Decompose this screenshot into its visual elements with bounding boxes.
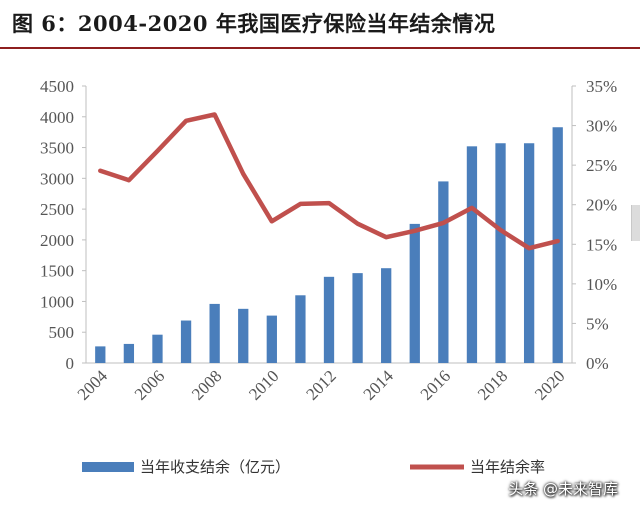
- left-tick-label: 500: [49, 323, 75, 342]
- bar-2014: [381, 268, 392, 363]
- line-point-2017: [471, 207, 473, 209]
- bar-2020: [552, 127, 563, 364]
- line-point-2020: [557, 240, 559, 242]
- bar-2018: [495, 143, 506, 363]
- line-point-2016: [442, 222, 444, 224]
- line-series: [98, 112, 560, 251]
- bar-2010: [266, 315, 277, 363]
- x-tick-label: 2020: [531, 366, 568, 403]
- left-tick-label: 2500: [40, 200, 74, 219]
- line-point-2019: [528, 247, 530, 249]
- legend-bar-label: 当年收支结余（亿元）: [140, 458, 290, 476]
- line-point-2004: [99, 170, 101, 172]
- bar-series: [95, 127, 563, 364]
- bar-2007: [180, 320, 192, 363]
- right-tick-label: 20%: [586, 196, 617, 215]
- bar-2008: [209, 303, 220, 363]
- line-point-2015: [414, 230, 416, 232]
- left-tick-label: 3000: [40, 169, 74, 188]
- x-tick-label: 2006: [131, 366, 168, 403]
- bar-2011: [295, 295, 306, 363]
- line-point-2010: [271, 220, 273, 222]
- right-tick-label: 0%: [586, 354, 609, 373]
- right-tick-label: 5%: [586, 314, 609, 333]
- x-tick-label: 2004: [74, 366, 112, 404]
- left-tick-label: 2000: [40, 231, 74, 250]
- legend: 当年收支结余（亿元） 当年结余率: [82, 458, 545, 476]
- line-point-2018: [500, 229, 502, 231]
- title-divider: [0, 47, 640, 49]
- bar-2012: [323, 276, 335, 363]
- x-tick-label: 2018: [474, 366, 511, 403]
- watermark: 头条 @未来智库: [508, 480, 618, 498]
- x-tick-label: 2014: [360, 366, 398, 404]
- bar-2017: [466, 146, 478, 363]
- line-point-2007: [185, 120, 187, 122]
- right-tick-label: 35%: [586, 77, 617, 96]
- bar-2005: [123, 343, 135, 363]
- left-tick-label: 1000: [40, 292, 74, 311]
- legend-line-label: 当年结余率: [470, 458, 545, 476]
- balance-rate-line: [98, 112, 560, 251]
- x-tick-label: 2010: [245, 366, 282, 403]
- line-point-2006: [156, 150, 158, 152]
- line-point-2012: [328, 202, 330, 204]
- chart-title: 图 6：2004-2020 年我国医疗保险当年结余情况: [12, 11, 496, 36]
- line-point-2013: [357, 223, 359, 225]
- left-tick-label: 0: [66, 354, 75, 373]
- bar-2013: [352, 273, 363, 363]
- line-point-2009: [242, 173, 244, 175]
- bar-2015: [409, 223, 420, 363]
- left-tick-label: 3500: [40, 139, 74, 158]
- right-tick-label: 25%: [586, 156, 617, 175]
- bar-2016: [438, 181, 449, 363]
- right-tick-label: 15%: [586, 235, 617, 254]
- legend-bar-swatch: [82, 462, 134, 472]
- bar-2006: [152, 334, 163, 363]
- scrollbar[interactable]: [631, 205, 640, 241]
- x-tick-label: 2008: [188, 366, 225, 403]
- bar-2009: [238, 308, 249, 363]
- left-tick-label: 1500: [40, 262, 74, 281]
- x-tick-label: 2012: [302, 366, 339, 403]
- line-point-2014: [385, 236, 387, 238]
- bar-2004: [95, 346, 106, 363]
- right-tick-label: 30%: [586, 117, 617, 136]
- line-point-2008: [214, 113, 216, 115]
- left-tick-label: 4500: [40, 77, 74, 96]
- left-tick-label: 4000: [40, 108, 74, 127]
- right-tick-label: 10%: [586, 275, 617, 294]
- bar-2019: [523, 143, 535, 363]
- x-tick-label: 2016: [417, 366, 454, 403]
- line-point-2011: [299, 203, 301, 205]
- line-point-2005: [128, 179, 130, 181]
